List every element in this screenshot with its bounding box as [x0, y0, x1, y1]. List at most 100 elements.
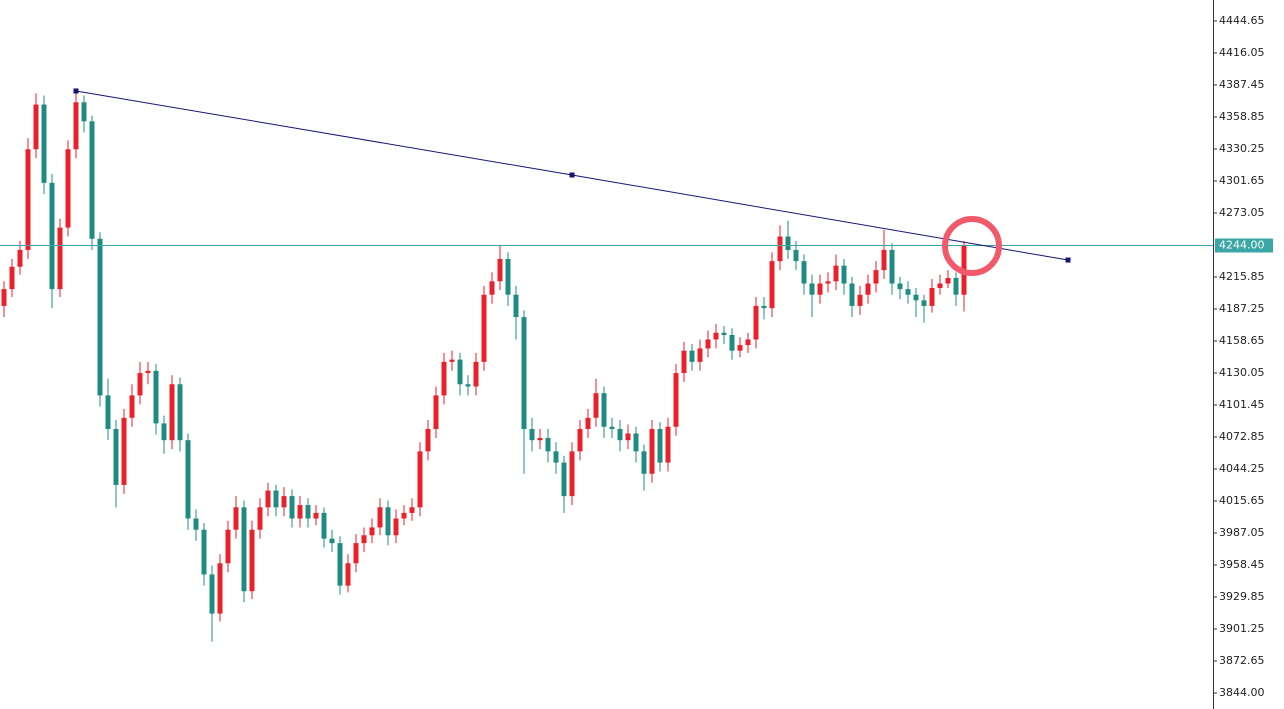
candle-body — [745, 339, 751, 346]
candle-body — [545, 437, 551, 452]
candle-body — [345, 563, 351, 586]
candle-body — [393, 518, 399, 536]
candle-body — [641, 451, 647, 474]
candle-body — [449, 359, 455, 362]
candle-body — [585, 417, 591, 429]
candle-body — [713, 332, 719, 340]
candle-body — [169, 384, 175, 441]
candle-body — [441, 361, 447, 396]
candle-body — [457, 359, 463, 385]
y-tick-label: 4444.65 — [1219, 14, 1265, 27]
candle-body — [329, 538, 335, 544]
candle-body — [897, 283, 903, 290]
candle-body — [905, 289, 911, 295]
candle-body — [265, 490, 271, 508]
candle-body — [593, 393, 599, 418]
candle-body — [729, 335, 735, 351]
candle-body — [617, 428, 623, 441]
y-tick-label: 4330.25 — [1219, 142, 1265, 155]
candle-body — [297, 505, 303, 519]
candle-body — [201, 529, 207, 575]
candle-body — [49, 182, 55, 290]
candle-body — [833, 265, 839, 282]
y-tick-label: 4187.25 — [1219, 302, 1265, 315]
candle-body — [953, 277, 959, 295]
candle-body — [105, 395, 111, 429]
candle-body — [489, 281, 495, 295]
candle-body — [553, 451, 559, 463]
candle-body — [817, 283, 823, 295]
candle-body — [9, 266, 15, 290]
y-tick-label: 4387.45 — [1219, 78, 1265, 91]
candle-body — [81, 102, 87, 122]
candle-body — [25, 149, 31, 250]
y-tick-label: 4101.45 — [1219, 398, 1265, 411]
candle-body — [249, 529, 255, 592]
candle-body — [337, 543, 343, 586]
trendline-handle — [569, 172, 575, 178]
y-tick-label: 4015.65 — [1219, 494, 1265, 507]
y-tick-label: 4158.65 — [1219, 334, 1265, 347]
candle-body — [73, 102, 79, 150]
candle-body — [609, 426, 615, 429]
candle-body — [113, 428, 119, 485]
candle-body — [217, 563, 223, 614]
y-tick-label: 3844.00 — [1219, 686, 1265, 699]
candle-body — [369, 527, 375, 536]
candle-body — [665, 426, 671, 463]
candle-body — [777, 236, 783, 262]
candle-body — [649, 428, 655, 474]
candle-body — [753, 305, 759, 340]
candle-body — [1, 289, 7, 306]
candle-body — [793, 249, 799, 262]
y-tick-label: 4416.05 — [1219, 46, 1265, 59]
candle-body — [65, 149, 71, 228]
candle-body — [225, 529, 231, 564]
candle-body — [521, 317, 527, 429]
candle-body — [129, 395, 135, 418]
highlight-circle — [942, 216, 1002, 276]
trendline-handle — [73, 88, 79, 94]
candle-body — [161, 423, 167, 441]
candle-body — [769, 261, 775, 309]
candle-body — [681, 350, 687, 374]
candle-body — [433, 395, 439, 429]
candle-body — [657, 428, 663, 463]
candle-body — [537, 437, 543, 441]
y-tick-label: 3987.05 — [1219, 526, 1265, 539]
candle-body — [497, 258, 503, 282]
current-price-label: 4244.00 — [1219, 238, 1265, 251]
trendline-handle — [1065, 257, 1071, 263]
candle-body — [273, 490, 279, 508]
candle-body — [721, 332, 727, 336]
y-tick-label: 4215.85 — [1219, 270, 1265, 283]
candle-body — [841, 265, 847, 284]
candle-body — [921, 300, 927, 306]
candle-body — [281, 496, 287, 508]
candle-body — [865, 283, 871, 295]
y-tick-label: 4044.25 — [1219, 462, 1265, 475]
candle-body — [825, 281, 831, 284]
candle-body — [409, 507, 415, 513]
candle-body — [849, 283, 855, 306]
candle-body — [873, 270, 879, 284]
candle-body — [401, 512, 407, 519]
candle-body — [561, 462, 567, 497]
candle-body — [945, 277, 951, 284]
candle-body — [929, 288, 935, 306]
candle-body — [89, 121, 95, 239]
y-tick-label: 4130.05 — [1219, 366, 1265, 379]
current-price-box — [1215, 238, 1273, 253]
candle-body — [465, 384, 471, 387]
candle-body — [137, 373, 143, 396]
candle-body — [289, 496, 295, 519]
y-tick-label: 3901.25 — [1219, 622, 1265, 635]
candle-body — [193, 518, 199, 530]
candle-body — [33, 104, 39, 150]
candle-body — [353, 543, 359, 564]
y-tick-label: 4358.85 — [1219, 110, 1265, 123]
candle-body — [857, 294, 863, 306]
candle-body — [209, 574, 215, 614]
candle-body — [785, 236, 791, 250]
candle-body — [97, 238, 103, 396]
